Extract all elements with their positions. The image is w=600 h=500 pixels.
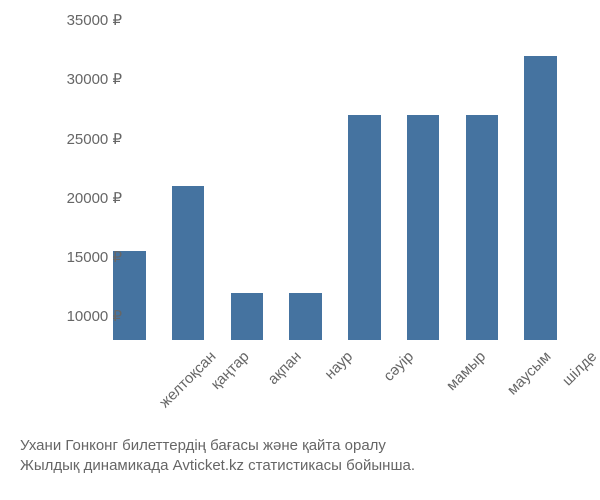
y-tick-label: 25000 ₽ [67, 130, 122, 148]
bar [289, 293, 321, 340]
x-tick-label: наур [321, 348, 356, 383]
bar [466, 115, 498, 340]
caption-line-1: Ухани Гонконг билеттердің бағасы және қа… [20, 436, 580, 456]
x-tick-label: шілде [559, 348, 600, 389]
bar [524, 56, 556, 340]
y-tick-label: 10000 ₽ [67, 307, 122, 325]
bar [172, 186, 204, 340]
y-tick-label: 20000 ₽ [67, 189, 122, 207]
y-tick-label: 30000 ₽ [67, 70, 122, 88]
caption-line-2: Жылдық динамикада Avticket.kz статистика… [20, 456, 580, 476]
x-tick-label: маусым [504, 348, 555, 399]
price-chart [100, 20, 570, 340]
y-tick-label: 35000 ₽ [67, 11, 122, 29]
bar [231, 293, 263, 340]
plot-area [100, 20, 570, 340]
x-tick-label: мамыр [443, 348, 489, 394]
chart-caption: Ухани Гонконг билеттердің бағасы және қа… [20, 436, 580, 477]
y-tick-label: 15000 ₽ [67, 248, 122, 266]
bar [407, 115, 439, 340]
x-tick-label: сәуір [381, 348, 418, 385]
bar [348, 115, 380, 340]
x-tick-label: ақпан [264, 348, 304, 388]
